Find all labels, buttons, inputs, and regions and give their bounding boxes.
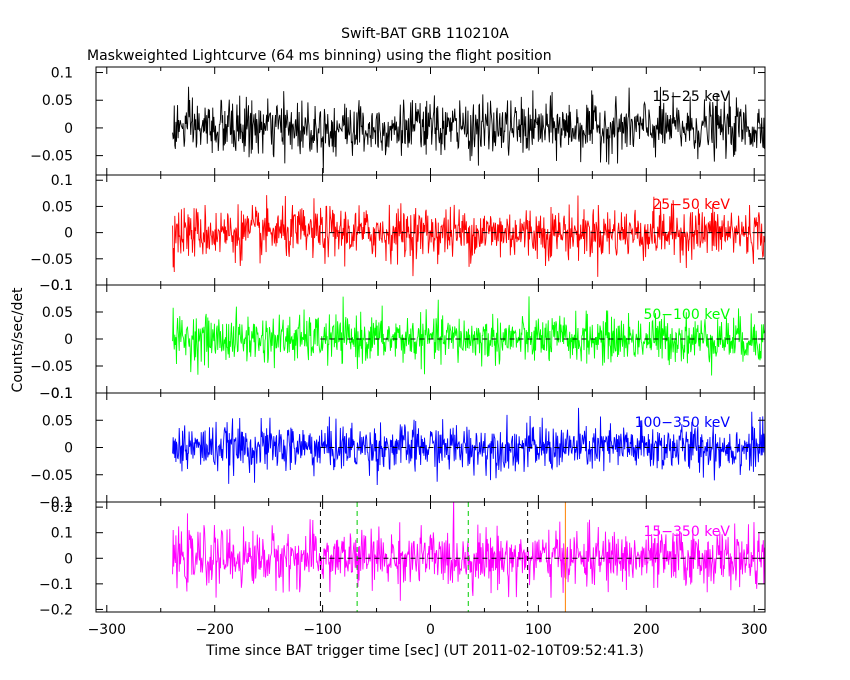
y-tick-label: −0.1	[39, 577, 73, 593]
y-tick-label: −0.1	[39, 495, 73, 511]
y-tick-label: 0.2	[51, 500, 73, 516]
x-axis-label: Time since BAT trigger time [sec] (UT 20…	[205, 643, 644, 659]
y-tick-label: 0.1	[51, 173, 73, 189]
panel-label: 50−100 keV	[643, 307, 730, 323]
x-tick-label: −100	[303, 622, 341, 638]
y-tick-label: 0.1	[51, 278, 73, 294]
y-tick-label: 0.1	[51, 66, 73, 82]
panel-label: 100−350 keV	[635, 415, 731, 431]
y-tick-label: 0	[64, 551, 73, 567]
y-tick-label: −0.2	[39, 602, 73, 618]
panel-5: −0.2 −0.1 0 0.1 0.2 15−350 keV	[39, 500, 766, 618]
panel-frame	[95, 174, 766, 286]
y-tick-label: −0.05	[30, 149, 73, 165]
x-tick-label: −300	[88, 622, 126, 638]
y-tick-label: −0.05	[30, 359, 73, 375]
x-tick-label: −200	[195, 622, 233, 638]
panel-label: 25−50 keV	[652, 197, 730, 213]
y-tick-label: −0.05	[30, 468, 73, 484]
panel-frame	[95, 66, 766, 176]
x-tick-label: 200	[633, 622, 660, 638]
y-tick-label: 0	[64, 121, 73, 137]
y-tick-label: 0.05	[42, 413, 73, 429]
series-line-1	[172, 86, 765, 173]
y-tick-label: 0.1	[51, 526, 73, 542]
y-tick-label: 0	[64, 441, 73, 457]
panel-3: −0.1 −0.05 0 0.05 0.1 50−100 keV	[30, 278, 766, 402]
series-line-5	[172, 502, 765, 601]
x-tick-label: 100	[525, 622, 552, 638]
panel-label: 15−350 keV	[643, 524, 730, 540]
panel-2: −0.1 −0.05 0 0.05 0.1 25−50 keV	[30, 173, 766, 294]
y-tick-label: 0.05	[42, 93, 73, 109]
panels-group: −0.05 0 0.05 0.1 15−25 keV −0.1 −0.05 0 0.05 0.1 2…	[30, 66, 766, 618]
chart-subtitle: Maskweighted Lightcurve (64 ms binning) …	[87, 48, 552, 64]
y-tick-label: 0.1	[51, 386, 73, 402]
panel-label: 15−25 keV	[652, 89, 730, 105]
y-tick-label: 0.05	[42, 199, 73, 215]
y-tick-label: −0.05	[30, 252, 73, 268]
x-tick-label: 300	[741, 622, 768, 638]
panel-4: −0.1 −0.05 0 0.05 0.1 100−350 keV	[30, 386, 766, 511]
x-tick-label: 0	[426, 622, 435, 638]
y-tick-label: −0.1	[39, 278, 73, 294]
y-axis-label: Counts/sec/det	[10, 287, 26, 392]
y-tick-label: 0.05	[42, 305, 73, 321]
series-line-2	[172, 195, 765, 277]
chart-title: Swift-BAT GRB 110210A	[341, 26, 509, 42]
y-tick-label: −0.1	[39, 386, 73, 402]
panel-1: −0.05 0 0.05 0.1 15−25 keV	[30, 66, 766, 176]
series-line-4	[172, 407, 765, 485]
x-tick-labels: −300 −200 −100 0 100 200 300	[88, 622, 768, 638]
y-tick-label: 0	[64, 332, 73, 348]
y-tick-label: 0	[64, 226, 73, 242]
